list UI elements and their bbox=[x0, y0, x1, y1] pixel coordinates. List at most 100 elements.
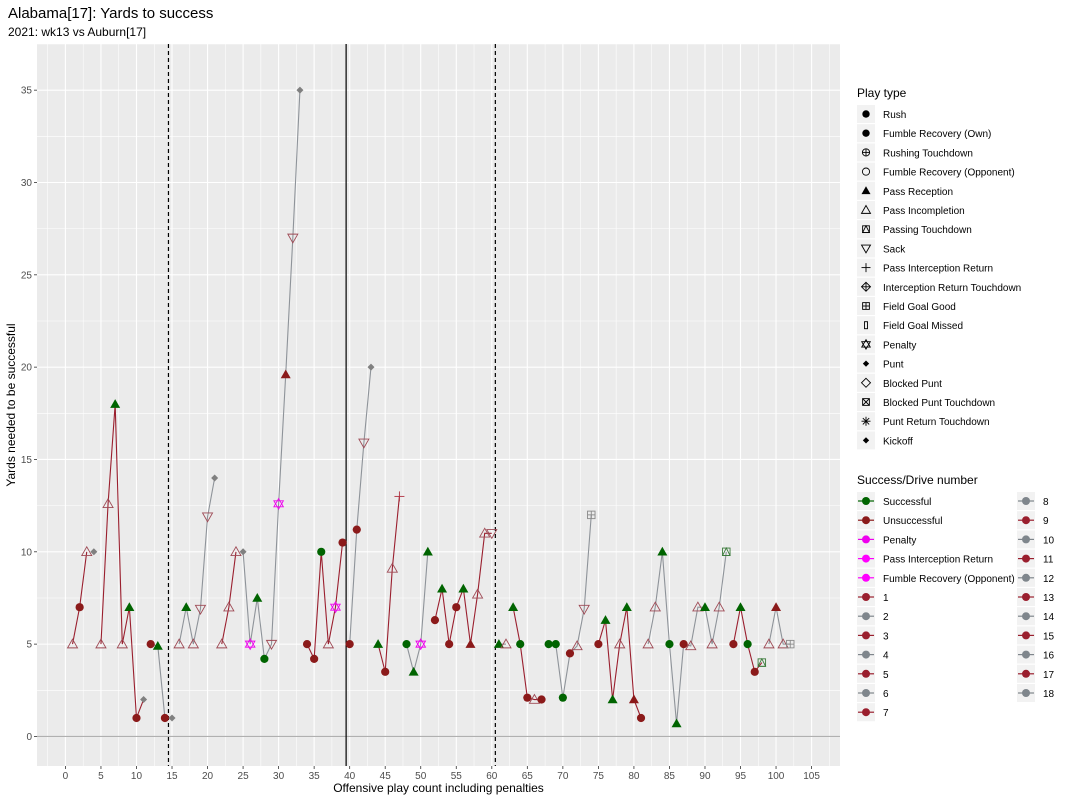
play-point bbox=[757, 657, 767, 667]
play-point bbox=[273, 497, 285, 510]
drive-2-series bbox=[90, 548, 98, 556]
play-point bbox=[252, 592, 263, 602]
drive-1-series bbox=[66, 545, 93, 649]
drive-15-series bbox=[508, 602, 546, 704]
x-tick-label: 55 bbox=[451, 771, 463, 782]
legend-play-type-label: Fumble Recovery (Own) bbox=[883, 129, 991, 140]
legend-success-item: Fumble Recovery (Opponent) bbox=[857, 568, 1015, 587]
drive-10-series bbox=[345, 363, 375, 649]
play-point bbox=[386, 562, 399, 573]
legend-play-type-label: Pass Incompletion bbox=[883, 206, 965, 217]
drive-3-series bbox=[95, 399, 148, 723]
play-point bbox=[452, 603, 461, 612]
play-point bbox=[713, 601, 725, 612]
play-point bbox=[587, 510, 596, 520]
legend-success-label: 13 bbox=[1043, 593, 1055, 604]
play-point bbox=[671, 718, 682, 728]
play-point bbox=[230, 545, 242, 557]
play-point bbox=[763, 638, 775, 649]
drive-19-series bbox=[729, 602, 767, 676]
legend-success-item: 14 bbox=[1017, 607, 1055, 626]
y-axis-label: Yards needed to be successful bbox=[4, 323, 18, 486]
drive-20-series bbox=[763, 602, 795, 649]
x-axis-label: Offensive play count including penalties bbox=[333, 781, 544, 795]
play-point bbox=[465, 639, 476, 648]
legend-success-item: Penalty bbox=[857, 530, 916, 549]
legend-success-item: 6 bbox=[857, 684, 889, 702]
legend-play-type-label: Pass Interception Return bbox=[883, 264, 993, 275]
play-point bbox=[408, 666, 419, 676]
legend-success-item: 5 bbox=[857, 664, 889, 683]
legend-play-type: Play type Rush Fumble Recovery (Own) Rushi… bbox=[857, 86, 1021, 450]
x-tick-label: 45 bbox=[380, 771, 392, 782]
legend-success-item: Unsuccessful bbox=[857, 511, 942, 530]
play-point bbox=[194, 604, 207, 615]
legend-success-label: 3 bbox=[883, 631, 889, 642]
x-tick-label: 0 bbox=[63, 771, 69, 782]
legend-success-item: 11 bbox=[1017, 549, 1054, 568]
drive-11-series bbox=[373, 491, 405, 676]
legend-play-type-item: Field Goal Missed bbox=[857, 316, 963, 335]
legend-success-label: Unsuccessful bbox=[883, 516, 942, 527]
x-tick-label: 70 bbox=[557, 771, 569, 782]
play-point bbox=[215, 638, 228, 649]
play-point bbox=[445, 640, 454, 649]
play-point bbox=[187, 638, 200, 649]
legend-play-type-label: Sack bbox=[883, 244, 906, 255]
y-tick-label: 30 bbox=[21, 178, 33, 189]
drive-4-series bbox=[146, 640, 170, 723]
y-axis-ticks: 0 5 10 15 20 25 30 35 bbox=[21, 86, 37, 743]
legend-success-item: 3 bbox=[857, 626, 889, 645]
drive-13-series bbox=[430, 527, 498, 649]
x-tick-label: 90 bbox=[699, 771, 711, 782]
drive-12-series bbox=[402, 546, 433, 676]
legend-success-label: 9 bbox=[1043, 516, 1049, 527]
y-tick-label: 10 bbox=[21, 547, 33, 558]
legend-success-label: Penalty bbox=[883, 535, 916, 546]
play-point bbox=[287, 233, 299, 244]
legend-success-label: Pass Interception Return bbox=[883, 555, 993, 566]
legend-play-type-label: Kickoff bbox=[883, 436, 913, 447]
legend-success-label: 8 bbox=[1043, 497, 1049, 508]
play-point bbox=[478, 527, 491, 538]
chart-subtitle: 2021: wk13 vs Auburn[17] bbox=[8, 25, 146, 39]
legend-play-type-label: Interception Return Touchdown bbox=[883, 283, 1021, 294]
play-point bbox=[692, 601, 704, 612]
play-point bbox=[621, 602, 632, 611]
legend-success-item: Successful bbox=[857, 492, 931, 510]
play-point bbox=[402, 640, 411, 649]
play-point bbox=[66, 638, 79, 649]
legend-success-item: 12 bbox=[1017, 568, 1055, 587]
play-point bbox=[636, 713, 646, 723]
play-point bbox=[594, 640, 603, 649]
legend-play-type-label: Field Goal Missed bbox=[883, 321, 963, 332]
play-point bbox=[430, 616, 440, 625]
legend-play-type-label: Rushing Touchdown bbox=[883, 148, 973, 159]
legend-play-type-item: Pass Reception bbox=[857, 181, 953, 200]
drive-6-series bbox=[173, 474, 219, 649]
x-tick-label: 35 bbox=[309, 771, 321, 782]
play-point bbox=[201, 512, 214, 523]
play-point bbox=[415, 637, 427, 651]
play-point bbox=[537, 695, 546, 704]
play-point bbox=[373, 639, 384, 648]
play-point bbox=[260, 654, 269, 664]
legend-play-type-label: Punt Return Touchdown bbox=[883, 417, 990, 428]
legend-play-type-label: Field Goal Good bbox=[883, 302, 956, 313]
play-point bbox=[381, 667, 390, 676]
legend-play-type-item: Interception Return Touchdown bbox=[857, 277, 1021, 296]
play-point bbox=[771, 602, 782, 611]
play-point bbox=[500, 638, 512, 649]
legend-play-type-label: Rush bbox=[883, 110, 906, 121]
x-tick-label: 80 bbox=[628, 771, 640, 782]
legend-success-item: 9 bbox=[1017, 511, 1049, 530]
drive-14-series bbox=[493, 638, 512, 649]
x-tick-label: 15 bbox=[166, 771, 178, 782]
play-point bbox=[75, 603, 84, 612]
x-tick-label: 25 bbox=[238, 771, 250, 782]
legend-play-type-item: Punt Return Touchdown bbox=[857, 412, 990, 431]
play-point bbox=[211, 474, 219, 482]
legend-success-label: 15 bbox=[1043, 631, 1055, 642]
play-point bbox=[706, 638, 718, 649]
